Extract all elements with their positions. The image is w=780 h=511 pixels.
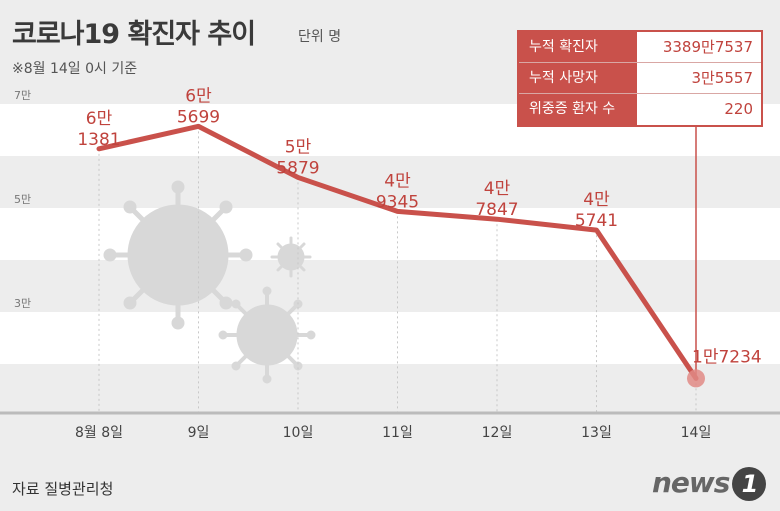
data-label: 7847 <box>475 200 518 220</box>
chart-title: 코로나19 확진자 추이 <box>12 19 256 50</box>
grid-band <box>0 312 780 364</box>
data-label: 9345 <box>376 192 419 212</box>
summary-row-cumulative-deaths: 누적 사망자 3만5557 <box>519 63 761 94</box>
data-label: 6만 <box>185 86 212 106</box>
summary-panel: 누적 확진자 3389만7537 누적 사망자 3만5557 위중증 환자 수 … <box>517 30 763 127</box>
data-point-latest <box>687 369 705 388</box>
summary-label: 누적 확진자 <box>519 32 637 62</box>
data-label: 5699 <box>177 107 220 127</box>
x-tick-label: 11일 <box>382 425 413 441</box>
summary-value: 220 <box>724 100 753 118</box>
x-tick-label: 8월 8일 <box>75 425 123 441</box>
data-label: 4만 <box>484 179 511 199</box>
data-label: 1381 <box>77 130 120 150</box>
x-tick-label: 12일 <box>482 425 513 441</box>
baseline-note: ※8월 14일 0시 기준 <box>12 61 138 77</box>
x-tick-label: 13일 <box>581 425 612 441</box>
series-line <box>96 123 699 381</box>
x-tick-label: 10일 <box>283 425 314 441</box>
data-label: 6만 <box>86 109 113 129</box>
y-tick-label: 5만 <box>14 193 31 206</box>
news1-logo: news 1 <box>652 466 767 501</box>
data-label: 5741 <box>575 211 618 231</box>
virus-illustration <box>103 180 316 384</box>
data-label: 4만 <box>583 190 610 210</box>
summary-label: 누적 사망자 <box>519 63 637 93</box>
summary-value: 3389만7537 <box>662 38 753 56</box>
summary-row-cumulative-cases: 누적 확진자 3389만7537 <box>519 32 761 63</box>
x-tick-label: 14일 <box>681 425 712 441</box>
grid-band <box>0 208 780 260</box>
logo-text: news <box>652 466 730 499</box>
data-label: 5만 <box>285 137 312 157</box>
y-tick-label: 7만 <box>14 89 31 102</box>
data-label: 1만7234 <box>692 347 762 367</box>
data-source: 자료 질병관리청 <box>12 480 114 498</box>
y-tick-label: 3만 <box>14 297 31 310</box>
summary-label: 위중증 환자 수 <box>519 94 637 125</box>
logo-number: 1 <box>732 467 767 501</box>
data-label: 5879 <box>276 158 319 178</box>
unit-label: 단위 명 <box>298 29 342 45</box>
summary-value: 3만5557 <box>691 69 753 87</box>
summary-row-critical-patients: 위중증 환자 수 220 <box>519 94 761 125</box>
x-tick-label: 9일 <box>188 425 210 441</box>
data-label: 4만 <box>384 171 411 191</box>
